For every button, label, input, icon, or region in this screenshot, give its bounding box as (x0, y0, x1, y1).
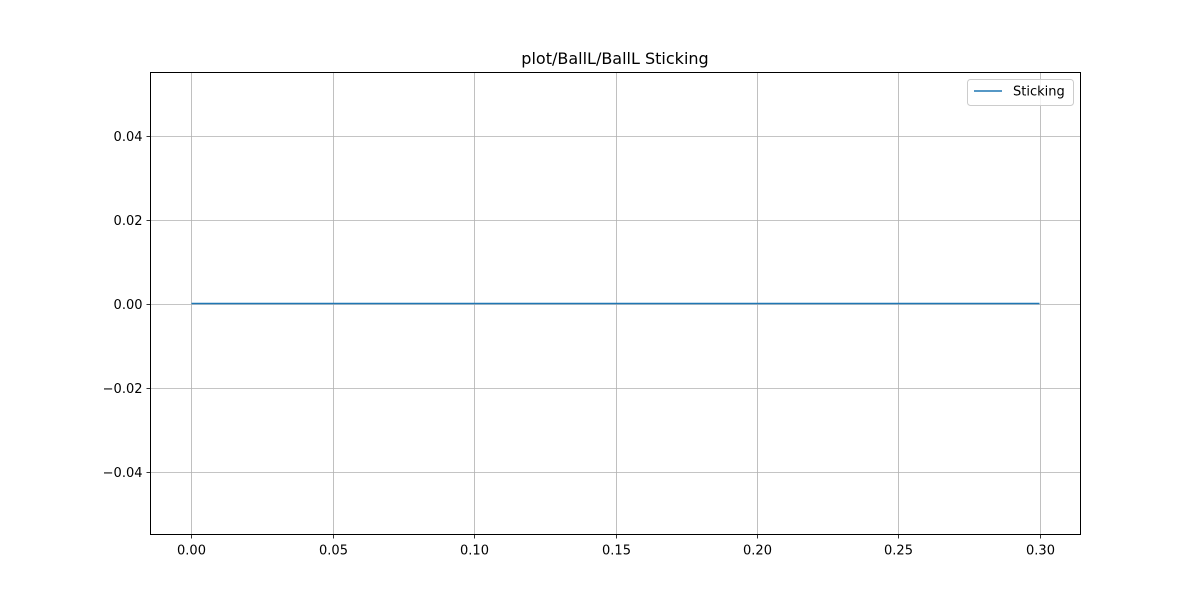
x-axis-ticks: 0.00 0.05 0.10 0.15 0.20 0.25 0.30 (177, 534, 1055, 559)
x-tick-label: 0.10 (460, 544, 489, 559)
y-tick-label: 0.04 (114, 130, 143, 145)
y-tick-label: 0.02 (114, 214, 143, 229)
x-tick-label: 0.25 (884, 544, 913, 559)
y-tick-label: 0.00 (114, 298, 143, 313)
x-tick-label: 0.05 (319, 544, 348, 559)
y-tick-label: −0.02 (103, 382, 143, 397)
x-tick-label: 0.20 (743, 544, 772, 559)
y-axis-ticks: −0.04 −0.02 0.00 0.02 0.04 (103, 130, 151, 481)
legend-box (967, 79, 1074, 106)
x-tick-label: 0.30 (1026, 544, 1055, 559)
plot-area-frame (150, 72, 1081, 535)
legend-label-sticking: Sticking (1013, 85, 1065, 100)
x-tick-label: 0.15 (602, 544, 631, 559)
y-tick-label: −0.04 (103, 466, 143, 481)
chart-title: plot/BallL/BallL Sticking (521, 49, 708, 68)
legend: Sticking (967, 79, 1074, 106)
x-tick-label: 0.00 (177, 544, 206, 559)
